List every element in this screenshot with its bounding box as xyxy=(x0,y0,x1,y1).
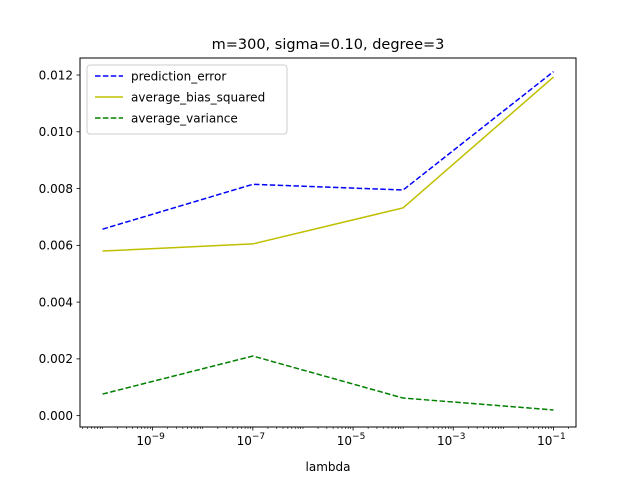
x-tick-label-base: 10 xyxy=(437,434,452,448)
x-tick-label: 10−9 xyxy=(136,432,165,448)
x-tick-label-base: 10 xyxy=(237,434,252,448)
series-line-average-variance xyxy=(102,355,554,411)
legend: prediction_error average_bias_squaredaver… xyxy=(86,64,288,135)
y-tick-label: 0.008 xyxy=(39,182,73,196)
axes-frame xyxy=(79,57,577,428)
series-line-prediction-error xyxy=(102,71,554,230)
x-axis: 10−9 10−7 10−5 10−3 10−1 xyxy=(82,427,569,448)
x-tick-label-exponent: −3 xyxy=(452,432,465,442)
x-tick-label-exponent: −1 xyxy=(552,432,565,442)
x-tick-label-base: 10 xyxy=(136,434,151,448)
legend-label: average_bias_squared xyxy=(131,90,265,104)
y-tick-label: 0.002 xyxy=(39,352,73,366)
x-tick-label: 10−1 xyxy=(537,432,566,448)
plot-area xyxy=(102,71,554,411)
x-tick-label-exponent: −5 xyxy=(352,432,365,442)
legend-label: average_variance xyxy=(131,111,238,125)
y-tick-label: 0.006 xyxy=(39,239,73,253)
series-line-average-bias-squared xyxy=(102,76,554,252)
y-tick-label: 0.004 xyxy=(39,295,73,309)
x-tick-label-base: 10 xyxy=(537,434,552,448)
x-tick-label-base: 10 xyxy=(337,434,352,448)
x-tick-label: 10−7 xyxy=(237,432,266,448)
y-axis: 0.000 0.002 0.004 0.006 0.008 0.010 0.012 xyxy=(39,68,80,423)
y-tick-label: 0.010 xyxy=(39,125,73,139)
legend-label: prediction_error xyxy=(131,69,226,83)
x-tick-label: 10−3 xyxy=(437,432,466,448)
chart-title: m=300, sigma=0.10, degree=3 xyxy=(212,37,445,53)
legend-box xyxy=(86,64,288,135)
x-axis-label: lambda xyxy=(306,460,351,474)
x-tick-label: 10−5 xyxy=(337,432,366,448)
y-tick-label: 0.000 xyxy=(39,409,73,423)
x-tick-label-exponent: −7 xyxy=(252,432,265,442)
y-tick-label: 0.012 xyxy=(39,68,73,82)
x-tick-label-exponent: −9 xyxy=(152,432,166,442)
